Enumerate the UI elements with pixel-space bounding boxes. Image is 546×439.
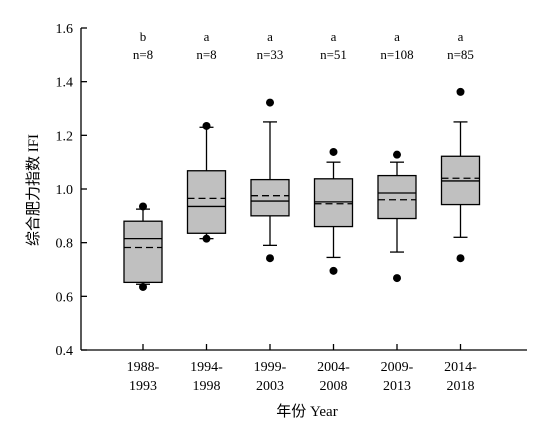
sample-count: n=85 [447,47,474,62]
outlier-point [202,121,211,130]
y-tick-label: 1.6 [56,22,74,37]
x-tick-label: 2008 [320,379,348,394]
significance-letter: a [394,29,400,44]
y-tick-label: 0.8 [56,237,74,252]
significance-letter: a [458,29,464,44]
x-tick-label: 2004- [317,360,350,375]
box [123,220,163,284]
outlier-point [202,234,211,243]
significance-letter: a [204,29,210,44]
outlier-point [139,202,147,211]
outlier-point [329,147,338,156]
y-tick-label: 0.6 [56,290,74,305]
outlier-point [329,266,338,275]
outlier-point [266,254,274,263]
sample-count: n=51 [320,47,347,62]
x-tick-label: 1988- [127,360,160,375]
y-tick-label: 0.4 [56,344,74,359]
box [313,178,354,228]
box [186,170,227,234]
x-tick-label: 1993 [129,379,157,394]
outlier-point [456,254,465,263]
outlier-point [393,274,401,283]
sample-count: n=8 [133,47,153,62]
sample-count: n=33 [257,47,284,62]
outlier-point [139,282,147,291]
significance-letter: b [140,29,147,44]
y-tick-label: 1.4 [56,76,74,91]
sample-count: n=8 [196,47,216,62]
x-tick-label: 2009- [381,360,414,375]
x-tick-label: 1994- [190,360,223,375]
y-tick-label: 1.2 [56,129,74,144]
x-tick-label: 2014- [444,360,477,375]
outlier-point [456,87,465,96]
x-tick-label: 1998 [193,379,221,394]
outlier-point [266,98,274,107]
x-tick-label: 1999- [254,360,287,375]
box [250,178,290,217]
x-tick-label: 2013 [383,379,411,394]
outlier-point [393,150,401,159]
y-tick-label: 1.0 [56,183,74,198]
box [377,174,417,220]
x-axis-title: 年份 Year [276,403,337,420]
x-tick-label: 2003 [256,379,284,394]
significance-letter: a [267,29,273,44]
y-axis-title: 综合肥力指数 IFI [25,134,42,246]
sample-count: n=108 [380,47,413,62]
significance-letter: a [331,29,337,44]
x-tick-label: 2018 [447,379,475,394]
